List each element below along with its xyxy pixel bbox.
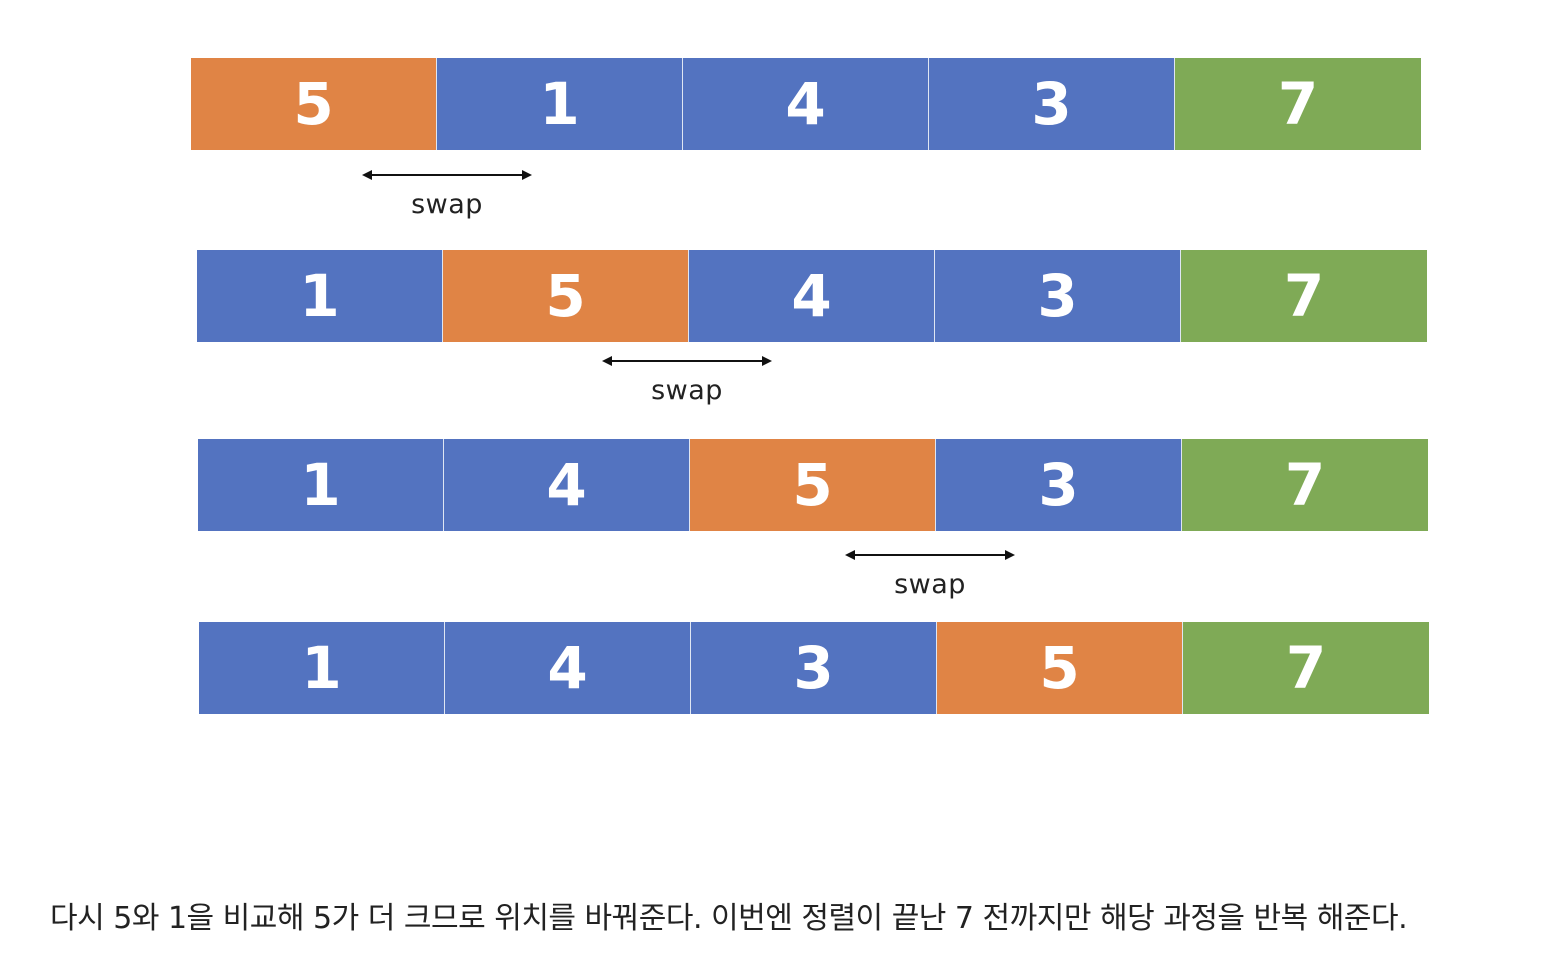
swap-label: swap <box>651 375 723 406</box>
swap-label: swap <box>411 189 483 220</box>
array-row-3: 1 4 5 3 7 <box>198 439 1428 531</box>
swap-indicator-2: swap <box>602 353 772 406</box>
double-arrow-icon <box>602 356 772 366</box>
array-cell: 7 <box>1181 250 1427 342</box>
array-cell: 3 <box>691 622 937 714</box>
array-row-2: 1 5 4 3 7 <box>197 250 1427 342</box>
swap-indicator-3: swap <box>845 547 1015 600</box>
array-cell: 7 <box>1175 58 1421 150</box>
array-cell: 3 <box>936 439 1182 531</box>
swap-indicator-1: swap <box>362 167 532 220</box>
double-arrow-icon <box>362 170 532 180</box>
array-cell: 4 <box>444 439 690 531</box>
array-cell: 3 <box>935 250 1181 342</box>
array-cell: 1 <box>197 250 443 342</box>
array-cell: 5 <box>443 250 689 342</box>
array-row-1: 5 1 4 3 7 <box>191 58 1421 150</box>
array-cell: 5 <box>690 439 936 531</box>
array-cell: 1 <box>437 58 683 150</box>
swap-label: swap <box>894 569 966 600</box>
array-cell: 1 <box>198 439 444 531</box>
array-cell: 5 <box>191 58 437 150</box>
caption-text: 다시 5와 1을 비교해 5가 더 크므로 위치를 바꿔준다. 이번엔 정렬이 … <box>50 901 1408 936</box>
array-cell: 4 <box>445 622 691 714</box>
array-cell: 1 <box>199 622 445 714</box>
array-row-4: 1 4 3 5 7 <box>199 622 1429 714</box>
double-arrow-icon <box>845 550 1015 560</box>
array-cell: 4 <box>689 250 935 342</box>
array-cell: 5 <box>937 622 1183 714</box>
array-cell: 3 <box>929 58 1175 150</box>
array-cell: 7 <box>1182 439 1428 531</box>
array-cell: 4 <box>683 58 929 150</box>
array-cell: 7 <box>1183 622 1429 714</box>
